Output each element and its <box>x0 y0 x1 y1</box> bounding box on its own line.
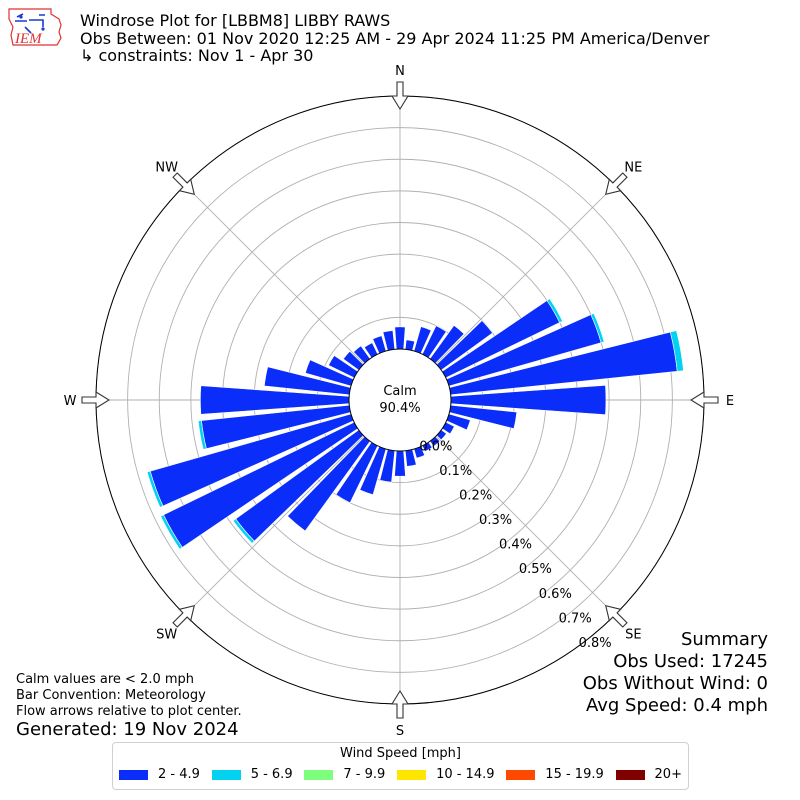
obs-period: Obs Between: 01 Nov 2020 12:25 AM - 29 A… <box>80 29 710 48</box>
windrose-bar <box>146 470 164 508</box>
flow-arrow-icon <box>605 605 628 628</box>
legend-title: Wind Speed [mph] <box>340 746 461 761</box>
legend-swatch <box>615 769 645 780</box>
generated-date: Generated: 19 Nov 2024 <box>16 719 239 740</box>
calm-note: Calm values are < 2.0 mph <box>16 672 195 687</box>
compass-label-e: E <box>726 394 734 409</box>
radial-tick-label: 0.8% <box>579 636 612 651</box>
radial-tick-label: 0.7% <box>559 611 592 626</box>
summary-avg-speed: Avg Speed: 0.4 mph <box>586 695 768 716</box>
windrose-bar <box>232 518 255 544</box>
legend-swatch <box>506 769 536 780</box>
flow-arrow-icon <box>391 81 409 111</box>
legend-label: 20+ <box>654 767 682 782</box>
radial-tick-label: 0.1% <box>439 464 472 479</box>
grid-spoke <box>435 184 616 365</box>
summary-obs-without-wind: Obs Without Wind: 0 <box>582 673 768 694</box>
compass-label-s: S <box>396 724 404 739</box>
flow-arrow-note: Flow arrows relative to plot center. <box>16 704 242 719</box>
legend-swatch <box>119 769 148 780</box>
flow-arrow-icon <box>81 391 111 409</box>
legend-item: 10 - 14.9 <box>397 767 495 782</box>
flow-arrow-icon <box>172 605 195 628</box>
legend-label: 7 - 9.9 <box>343 767 386 782</box>
grid-spoke <box>184 435 365 616</box>
summary-obs-used: Obs Used: 17245 <box>613 651 768 672</box>
legend-item: 5 - 6.9 <box>211 767 293 782</box>
legend-item: 20+ <box>615 767 682 782</box>
flow-arrow-icon <box>172 172 195 195</box>
logo-text: IEM <box>14 31 43 47</box>
legend-swatch <box>211 769 241 780</box>
radial-tick-label: 0.5% <box>519 562 552 577</box>
calm-circle <box>348 348 452 452</box>
windrose-overlay: Calm 90.4% 0.0% 0.1% 0.2% 0.3% 0.4% 0.5% 0.6% 0.7… <box>64 64 735 739</box>
windrose-bars <box>146 298 684 550</box>
windrose-bar <box>404 339 416 351</box>
windrose-bar <box>197 420 207 450</box>
compass-label-n: N <box>395 64 405 79</box>
compass-label-w: W <box>64 394 77 409</box>
grid-spoke <box>435 435 616 616</box>
legend-label: 15 - 19.9 <box>545 767 604 782</box>
legend-label: 10 - 14.9 <box>436 767 495 782</box>
windrose-bar <box>669 330 684 372</box>
windrose-bar <box>546 298 563 323</box>
compass-label-ne: NE <box>624 161 642 176</box>
windrose-bar <box>160 514 183 550</box>
flow-arrow-icon <box>689 391 719 409</box>
bar-convention-note: Bar Convention: Meteorology <box>16 688 206 703</box>
compass-label-nw: NW <box>155 161 178 176</box>
constraints: ↳ constraints: Nov 1 - Apr 30 <box>80 46 314 65</box>
legend-label: 5 - 6.9 <box>250 767 293 782</box>
compass-label-sw: SW <box>156 627 177 642</box>
legend-item: 2 - 4.9 <box>119 767 200 782</box>
grid-spoke <box>184 184 365 365</box>
compass-label-se: SE <box>625 627 641 642</box>
summary-heading: Summary <box>681 629 768 650</box>
legend-item: 7 - 9.9 <box>304 767 385 782</box>
legend: Wind Speed [mph] 2 - 4.9 5 - 6.9 7 - 9.9 10… <box>112 742 689 790</box>
radial-tick-label: 0.3% <box>479 513 512 528</box>
windrose-bar <box>590 312 605 344</box>
legend-swatch <box>397 769 427 780</box>
radial-tick-label: 0.2% <box>459 488 492 503</box>
legend-label: 2 - 4.9 <box>158 767 200 782</box>
legend-item: 15 - 19.9 <box>506 767 604 782</box>
legend-swatch <box>304 769 334 780</box>
calm-label: Calm <box>383 384 416 399</box>
radial-tick-label: 0.0% <box>419 439 452 454</box>
calm-value: 90.4% <box>379 401 420 416</box>
radial-tick-label: 0.6% <box>539 587 572 602</box>
flow-arrow-icon <box>391 689 409 719</box>
windrose-bar <box>394 450 406 477</box>
flow-arrow-icon <box>605 172 628 195</box>
iem-logo-icon: IEM <box>5 5 67 51</box>
windrose-bar <box>394 326 406 350</box>
chart-title: Windrose Plot for [LBBM8] LIBBY RAWS <box>80 11 391 30</box>
radial-tick-label: 0.4% <box>499 538 532 553</box>
